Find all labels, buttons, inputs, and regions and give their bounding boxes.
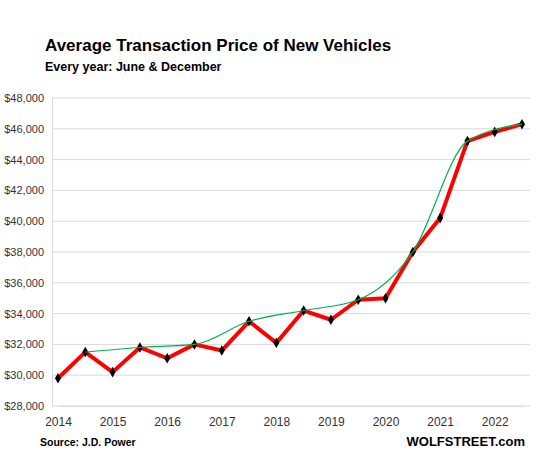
x-tick-label: 2020: [373, 415, 400, 429]
point-marker: [110, 367, 116, 378]
grid-line: [52, 190, 530, 191]
credit: WOLFSTREET.com: [407, 434, 525, 449]
series-line: [85, 124, 522, 352]
grid-line: [52, 221, 530, 222]
x-tick-label: 2015: [100, 415, 127, 429]
point-marker: [492, 127, 498, 138]
grid-line: [52, 344, 530, 345]
y-tick-label: $46,000: [4, 123, 44, 135]
x-tick-label: 2018: [264, 415, 291, 429]
y-tick-label: $44,000: [4, 154, 44, 166]
x-tick-label: 2022: [482, 415, 509, 429]
x-tick: 2018: [264, 406, 291, 429]
grid-line: [52, 98, 530, 99]
source: Source: J.D. Power: [40, 436, 136, 448]
y-tick-label: $32,000: [4, 338, 44, 350]
point-marker: [55, 373, 61, 384]
point-marker: [164, 353, 170, 364]
y-tick-label: $38,000: [4, 246, 44, 258]
series-line: [58, 124, 522, 378]
point-marker: [273, 338, 279, 349]
y-axis-line: [52, 99, 53, 407]
x-tick: 2016: [154, 406, 181, 429]
y-tick: $38,000: [4, 246, 52, 258]
x-axis-line: [59, 406, 523, 407]
y-tick: $30,000: [4, 369, 52, 381]
title: Average Transaction Price of New Vehicle…: [45, 36, 391, 55]
x-tick: 2021: [427, 406, 454, 429]
y-tick: $48,000: [4, 92, 52, 104]
y-tick-label: $40,000: [4, 215, 44, 227]
grid-line: [52, 128, 530, 129]
y-tick: $42,000: [4, 184, 52, 196]
y-tick-label: $48,000: [4, 92, 44, 104]
y-tick-label: $30,000: [4, 369, 44, 381]
x-tick: 2020: [373, 406, 400, 429]
x-tick: 2019: [318, 406, 345, 429]
grid-line: [52, 282, 530, 283]
grid-line: [52, 252, 530, 253]
x-axis: 2014 2015 2016 2017 2018 2019 2020 2021 2022: [45, 406, 522, 429]
x-tick-label: 2021: [427, 415, 454, 429]
y-tick: $46,000: [4, 123, 52, 135]
y-tick: $36,000: [4, 277, 52, 289]
grid: [52, 98, 530, 406]
x-tick: 2017: [209, 406, 236, 429]
point-marker: [437, 213, 443, 224]
y-tick-label: $34,000: [4, 308, 44, 320]
x-tick: 2014: [45, 406, 72, 429]
y-tick: $44,000: [4, 154, 52, 166]
y-tick: $34,000: [4, 308, 52, 320]
chart: Average Transaction Price of New Vehicle…: [0, 0, 550, 465]
grid-line: [52, 406, 530, 407]
x-tick: 2022: [482, 406, 509, 429]
x-tick-label: 2016: [154, 415, 181, 429]
y-tick-label: $28,000: [4, 400, 44, 412]
point-marker: [382, 293, 388, 304]
grid-line: [52, 375, 530, 376]
x-tick-label: 2017: [209, 415, 236, 429]
y-tick-label: $36,000: [4, 277, 44, 289]
y-axis: $28,000 $30,000 $32,000 $34,000 $36,000 $38,0…: [4, 92, 52, 412]
y-tick-label: $42,000: [4, 184, 44, 196]
y-tick: $40,000: [4, 215, 52, 227]
y-tick: $32,000: [4, 338, 52, 350]
point-marker: [328, 314, 334, 325]
y-tick: $28,000: [4, 400, 52, 412]
point-marker: [219, 345, 225, 356]
x-tick: 2015: [100, 406, 127, 429]
grid-line: [52, 159, 530, 160]
plot-area: [55, 119, 525, 384]
x-tick-label: 2014: [45, 415, 72, 429]
x-tick-label: 2019: [318, 415, 345, 429]
subtitle: Every year: June & December: [45, 60, 222, 74]
